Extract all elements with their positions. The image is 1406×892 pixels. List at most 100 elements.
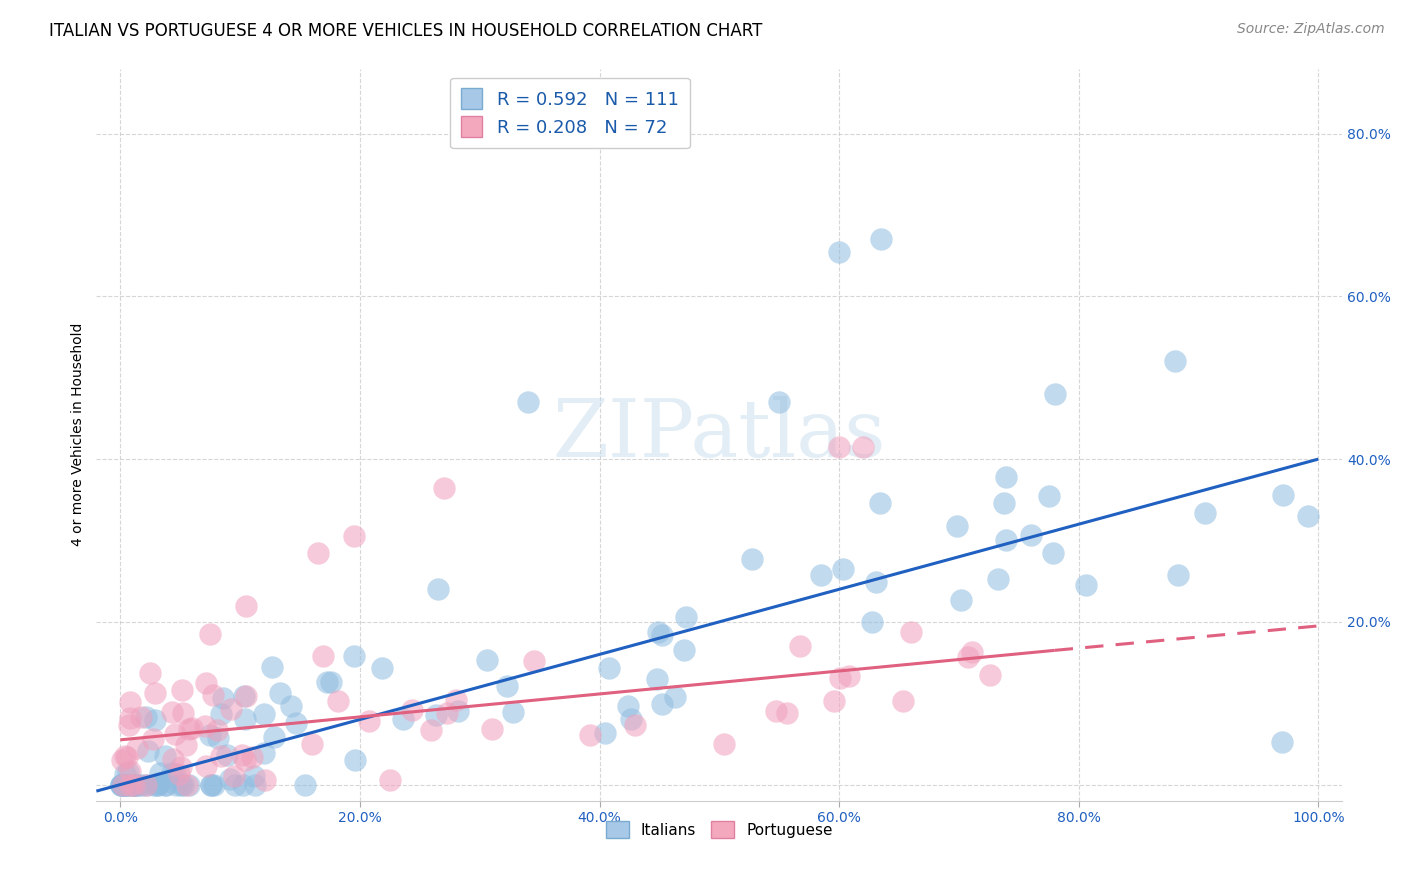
Point — [115, 778, 138, 792]
Point — [343, 529, 366, 543]
Point — [207, 731, 229, 745]
Point — [215, 747, 238, 762]
Point — [1271, 735, 1294, 749]
Point — [134, 778, 156, 792]
Point — [122, 778, 145, 792]
Point — [380, 772, 402, 787]
Point — [869, 496, 891, 510]
Point — [170, 778, 193, 792]
Point — [1163, 354, 1185, 368]
Point — [481, 722, 503, 736]
Point — [110, 778, 132, 792]
Point — [1043, 387, 1066, 401]
Point — [240, 749, 263, 764]
Point — [170, 760, 193, 774]
Point — [112, 778, 135, 792]
Point — [209, 707, 232, 722]
Point — [167, 767, 190, 781]
Point — [200, 778, 222, 792]
Text: ZIPatlas: ZIPatlas — [553, 396, 886, 474]
Text: ITALIAN VS PORTUGUESE 4 OR MORE VEHICLES IN HOUSEHOLD CORRELATION CHART: ITALIAN VS PORTUGUESE 4 OR MORE VEHICLES… — [49, 22, 762, 40]
Point — [243, 778, 266, 792]
Point — [477, 653, 499, 667]
Point — [117, 764, 139, 779]
Point — [224, 778, 246, 792]
Point — [316, 674, 339, 689]
Point — [124, 778, 146, 792]
Point — [823, 694, 845, 708]
Point — [789, 639, 811, 653]
Point — [496, 679, 519, 693]
Point — [647, 624, 669, 639]
Point — [828, 671, 851, 685]
Text: Source: ZipAtlas.com: Source: ZipAtlas.com — [1237, 22, 1385, 37]
Point — [311, 648, 333, 663]
Point — [343, 753, 366, 767]
Point — [891, 694, 914, 708]
Point — [198, 627, 221, 641]
Point — [624, 718, 647, 732]
Point — [994, 533, 1017, 548]
Point — [516, 395, 538, 409]
Point — [218, 772, 240, 786]
Point — [233, 753, 256, 767]
Point — [232, 778, 254, 792]
Point — [672, 642, 695, 657]
Point — [111, 752, 134, 766]
Point — [146, 778, 169, 792]
Point — [651, 698, 673, 712]
Point — [176, 778, 198, 792]
Point — [177, 722, 200, 736]
Point — [852, 440, 875, 454]
Point — [117, 778, 139, 792]
Point — [231, 748, 253, 763]
Point — [776, 706, 799, 721]
Point — [900, 625, 922, 640]
Point — [979, 668, 1001, 682]
Point — [162, 752, 184, 766]
Point — [202, 778, 225, 792]
Point — [1296, 508, 1319, 523]
Point — [139, 665, 162, 680]
Point — [269, 686, 291, 700]
Point — [120, 764, 142, 778]
Point — [148, 778, 170, 792]
Point — [111, 778, 134, 792]
Point — [160, 705, 183, 719]
Point — [243, 769, 266, 783]
Point — [427, 582, 450, 596]
Point — [307, 546, 329, 560]
Point — [131, 778, 153, 792]
Point — [111, 778, 134, 792]
Point — [181, 721, 204, 735]
Point — [114, 748, 136, 763]
Point — [124, 778, 146, 792]
Point — [617, 699, 640, 714]
Point — [1019, 528, 1042, 542]
Point — [1167, 568, 1189, 582]
Point — [280, 699, 302, 714]
Point — [425, 708, 447, 723]
Point — [219, 702, 242, 716]
Point — [111, 778, 134, 792]
Point — [112, 778, 135, 792]
Point — [301, 737, 323, 751]
Point — [135, 710, 157, 724]
Point — [115, 778, 138, 792]
Point — [1042, 545, 1064, 559]
Point — [651, 628, 673, 642]
Point — [371, 661, 394, 675]
Point — [1194, 506, 1216, 520]
Point — [620, 712, 643, 726]
Point — [436, 706, 458, 721]
Point — [675, 610, 697, 624]
Point — [765, 704, 787, 718]
Point — [579, 728, 602, 742]
Point — [262, 660, 284, 674]
Point — [994, 469, 1017, 483]
Legend: Italians, Portuguese: Italians, Portuguese — [599, 814, 839, 845]
Point — [209, 749, 232, 764]
Point — [120, 711, 142, 725]
Point — [294, 778, 316, 792]
Point — [172, 778, 194, 792]
